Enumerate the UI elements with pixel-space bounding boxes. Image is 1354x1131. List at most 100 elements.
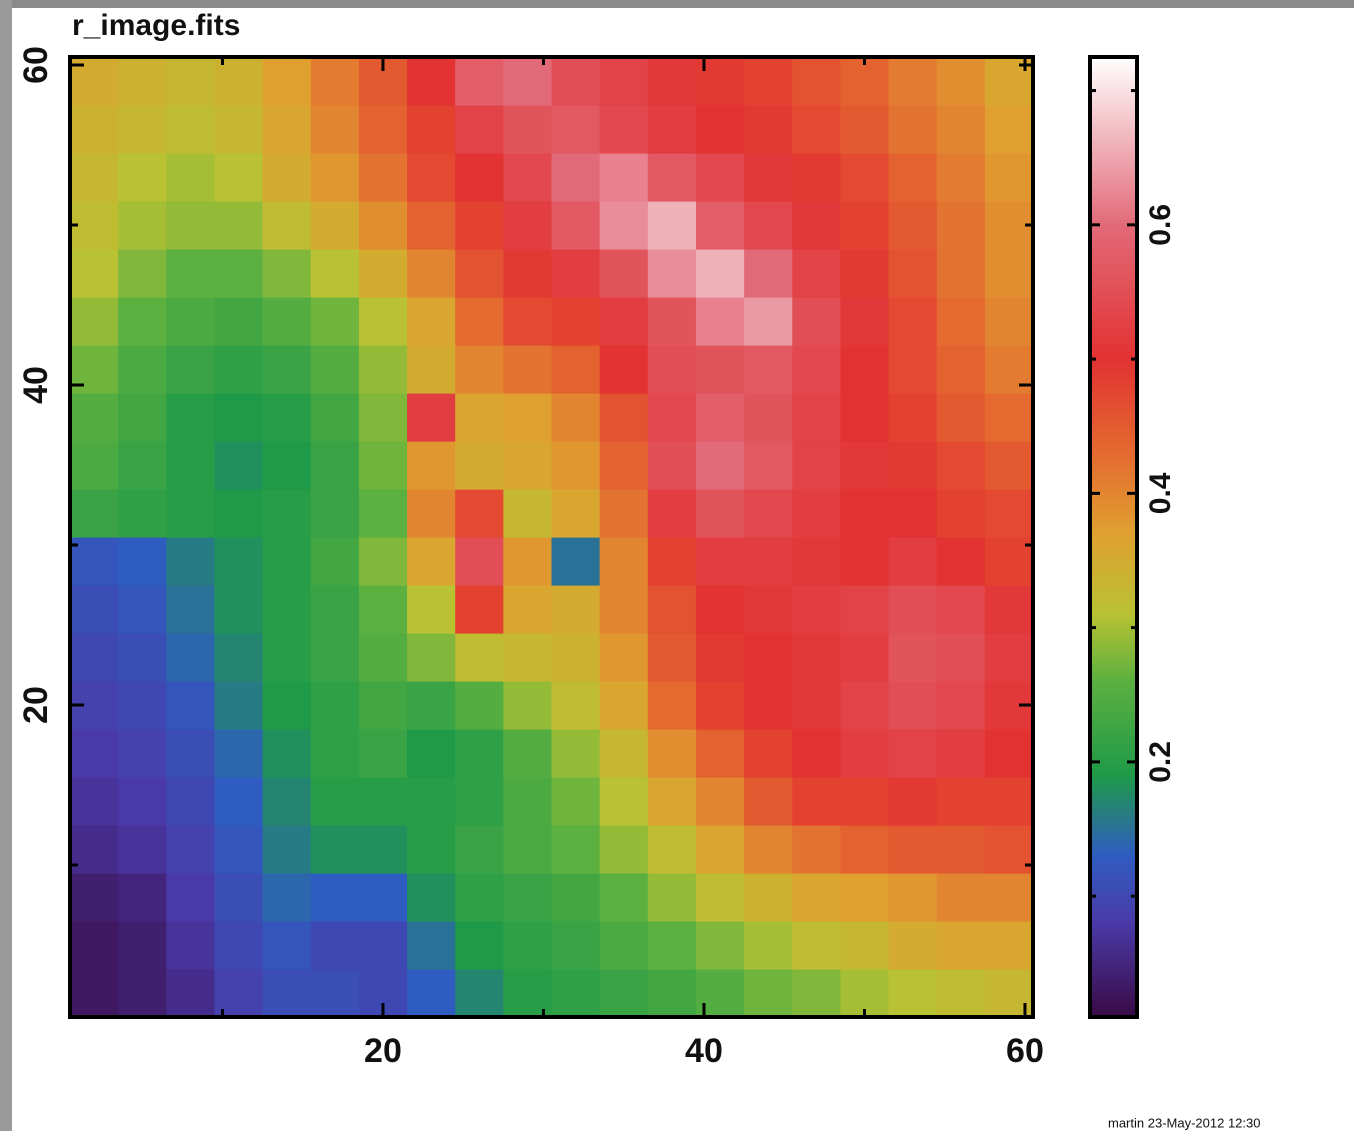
heatmap-cell <box>70 537 119 586</box>
heatmap-cell <box>166 777 216 826</box>
heatmap-cell <box>888 681 938 730</box>
heatmap-cell <box>455 153 504 202</box>
heatmap-cell <box>407 345 456 394</box>
heatmap-cell <box>358 873 408 922</box>
heatmap-cell <box>166 825 216 874</box>
heatmap-cell <box>551 489 601 538</box>
heatmap-cell <box>358 825 408 874</box>
heatmap-cell <box>695 681 745 730</box>
heatmap-cell <box>984 633 1034 682</box>
heatmap-cell <box>792 201 841 250</box>
heatmap-cell <box>214 873 264 922</box>
heatmap-cell <box>310 201 360 250</box>
heatmap-cell <box>310 393 360 442</box>
heatmap-cell <box>118 393 167 442</box>
heatmap-cell <box>118 921 167 970</box>
heatmap-cell <box>840 633 890 682</box>
x-tick-label: 60 <box>1006 1032 1044 1070</box>
heatmap-cell <box>792 537 841 586</box>
heatmap-cell <box>310 633 360 682</box>
heatmap-cell <box>599 297 649 346</box>
heatmap-cell <box>551 537 601 586</box>
heatmap-cell <box>647 921 697 970</box>
heatmap-cell <box>455 57 504 106</box>
heatmap-cell <box>118 681 167 730</box>
heatmap-cell <box>166 633 216 682</box>
heatmap-cell <box>695 921 745 970</box>
heatmap-cell <box>744 201 793 250</box>
heatmap-cell <box>262 777 312 826</box>
heatmap-cell <box>503 585 553 634</box>
heatmap-cell <box>647 105 697 154</box>
colorbar <box>1088 55 1139 1019</box>
heatmap-cell <box>840 873 890 922</box>
heatmap-cell <box>792 105 841 154</box>
heatmap-cell <box>888 969 938 1018</box>
heatmap-cell <box>262 345 312 394</box>
heatmap-cell <box>984 105 1034 154</box>
heatmap-cell <box>310 825 360 874</box>
heatmap-cell <box>166 105 216 154</box>
heatmap-cell <box>407 825 456 874</box>
heatmap-cell <box>888 489 938 538</box>
heatmap-cell <box>984 729 1034 778</box>
heatmap-cell <box>407 441 456 490</box>
heatmap-cell <box>888 585 938 634</box>
heatmap-cell <box>599 585 649 634</box>
heatmap-cell <box>407 585 456 634</box>
heatmap-cell <box>695 153 745 202</box>
heatmap-cell <box>407 969 456 1018</box>
heatmap-cell <box>70 297 119 346</box>
heatmap-cell <box>407 537 456 586</box>
heatmap-cell <box>647 969 697 1018</box>
heatmap-cell <box>214 441 264 490</box>
colorbar-tick-label: 0.2 <box>1144 741 1177 783</box>
heatmap-cell <box>166 201 216 250</box>
heatmap-cell <box>792 729 841 778</box>
heatmap-cell <box>936 825 986 874</box>
heatmap-cell <box>310 57 360 106</box>
heatmap-cell <box>358 441 408 490</box>
heatmap-cell <box>744 873 793 922</box>
heatmap-cell <box>599 57 649 106</box>
heatmap-cell <box>70 921 119 970</box>
heatmap-cell <box>455 489 504 538</box>
heatmap-cell <box>262 681 312 730</box>
heatmap-cell <box>310 153 360 202</box>
heatmap-cell <box>118 57 167 106</box>
heatmap-cell <box>984 249 1034 298</box>
heatmap-cell <box>936 633 986 682</box>
heatmap-cell <box>407 105 456 154</box>
heatmap-cell <box>695 345 745 394</box>
heatmap-cell <box>455 825 504 874</box>
heatmap-cell <box>744 969 793 1018</box>
heatmap-cell <box>166 345 216 394</box>
heatmap-cell <box>599 489 649 538</box>
heatmap-cell <box>70 249 119 298</box>
heatmap-cell <box>503 873 553 922</box>
heatmap-cell <box>744 297 793 346</box>
heatmap-cell <box>262 825 312 874</box>
heatmap-cell <box>984 777 1034 826</box>
heatmap-cell <box>551 153 601 202</box>
heatmap-cell <box>599 969 649 1018</box>
heatmap-cell <box>310 777 360 826</box>
heatmap-cell <box>407 249 456 298</box>
heatmap-cell <box>695 633 745 682</box>
heatmap-cell <box>455 969 504 1018</box>
heatmap-cell <box>407 729 456 778</box>
heatmap-cell <box>214 249 264 298</box>
heatmap-cell <box>551 297 601 346</box>
heatmap-cell <box>503 201 553 250</box>
heatmap-cell <box>744 681 793 730</box>
window-frame-top <box>0 0 1354 8</box>
heatmap-cell <box>744 345 793 394</box>
heatmap-cell <box>551 201 601 250</box>
heatmap-cell <box>262 441 312 490</box>
heatmap-cell <box>695 393 745 442</box>
heatmap-cell <box>984 297 1034 346</box>
heatmap-cell <box>214 777 264 826</box>
heatmap-cell <box>70 825 119 874</box>
heatmap-cell <box>118 825 167 874</box>
